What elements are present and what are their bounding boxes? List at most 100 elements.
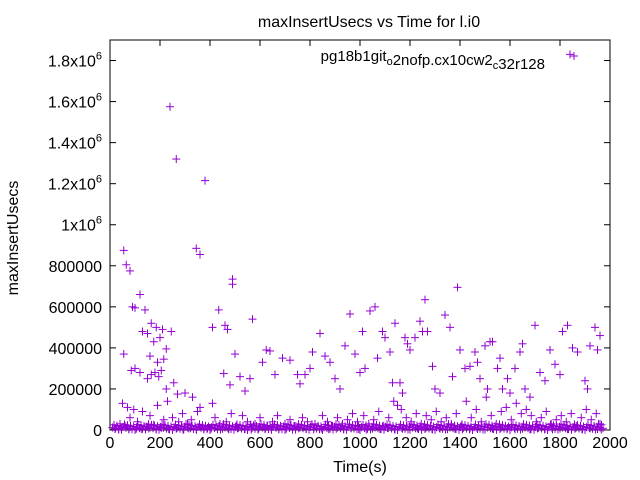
data-point: [471, 348, 479, 356]
data-point: [358, 327, 367, 336]
data-point: [393, 401, 402, 410]
data-point: [278, 354, 287, 363]
data-point: [391, 319, 399, 328]
data-point: [318, 411, 327, 420]
data-point: [188, 393, 197, 402]
data-point: [421, 295, 429, 304]
data-point: [558, 327, 567, 336]
data-point: [586, 341, 594, 350]
data-point: [371, 302, 379, 311]
data-point: [127, 366, 136, 375]
data-point: [593, 345, 602, 354]
data-point: [152, 323, 161, 332]
data-point: [541, 376, 549, 385]
data-point: [306, 364, 314, 373]
y-tick-label: 800000: [49, 259, 102, 276]
data-point: [546, 345, 554, 354]
data-point: [136, 290, 144, 299]
y-tick-label: 0: [93, 423, 102, 440]
data-point: [507, 415, 516, 424]
data-point: [381, 333, 389, 342]
data-point: [493, 364, 502, 373]
data-point: [456, 345, 464, 354]
data-point: [326, 358, 334, 367]
data-point: [378, 327, 387, 336]
data-point: [452, 409, 461, 418]
x-tick-label: 1000: [342, 435, 378, 452]
data-point: [196, 403, 204, 412]
data-point: [131, 364, 139, 373]
data-point: [373, 354, 382, 363]
data-point: [236, 372, 244, 381]
data-point: [473, 358, 482, 367]
data-point: [427, 415, 436, 424]
data-point: [441, 311, 449, 320]
data-point: [366, 306, 374, 315]
y-axis-label: maxInsertUsecs: [5, 181, 22, 296]
data-point: [227, 409, 236, 418]
data-point: [398, 389, 407, 398]
data-point: [428, 362, 437, 371]
data-point: [401, 333, 409, 342]
data-point: [219, 369, 228, 378]
data-point: [431, 384, 439, 393]
data-point: [119, 246, 128, 255]
data-point: [131, 303, 139, 312]
x-tick-label: 2000: [592, 435, 628, 452]
data-point: [527, 411, 536, 420]
data-point: [411, 333, 419, 342]
data-point: [506, 389, 514, 398]
data-point: [296, 379, 304, 388]
data-point: [301, 370, 309, 379]
data-point: [298, 413, 307, 422]
data-point: [231, 350, 239, 359]
x-tick-label: 600: [247, 435, 274, 452]
data-point: [169, 378, 178, 387]
data-point: [389, 397, 398, 406]
data-point: [331, 374, 339, 383]
data-point: [119, 350, 128, 359]
data-point: [596, 331, 604, 340]
data-point: [436, 389, 444, 398]
data-point: [573, 348, 582, 356]
data-point: [262, 345, 271, 354]
data-point: [582, 405, 591, 414]
data-point: [141, 305, 149, 314]
data-point: [502, 403, 511, 412]
x-tick-label: 1600: [492, 435, 528, 452]
data-point: [384, 413, 393, 422]
x-tick-label: 200: [147, 435, 174, 452]
data-point: [448, 372, 457, 381]
data-point: [521, 384, 529, 393]
data-point: [567, 409, 576, 418]
data-point: [151, 368, 159, 377]
data-point: [256, 413, 264, 422]
data-point: [359, 411, 368, 420]
data-point: [167, 327, 176, 336]
data-point: [597, 420, 606, 429]
data-point: [341, 341, 349, 350]
data-point: [196, 250, 204, 259]
data-point: [208, 323, 217, 332]
data-point: [482, 393, 491, 402]
data-point: [123, 403, 132, 412]
data-point: [214, 305, 223, 314]
data-point: [476, 374, 484, 383]
data-point: [346, 310, 354, 319]
data-point: [522, 405, 531, 414]
data-point: [166, 102, 174, 111]
data-point: [511, 364, 519, 373]
data-point: [348, 409, 357, 418]
data-point: [159, 415, 168, 424]
data-point: [173, 390, 182, 399]
data-point: [333, 413, 342, 422]
y-tick-label: 1.6x106: [48, 92, 102, 112]
data-point: [551, 360, 559, 369]
y-tick-label: 1.2x106: [48, 174, 102, 194]
data-point: [122, 260, 131, 269]
data-point: [228, 280, 237, 289]
data-point: [556, 370, 564, 379]
data-point: [566, 50, 574, 59]
data-point: [163, 397, 172, 406]
data-point: [138, 407, 147, 416]
